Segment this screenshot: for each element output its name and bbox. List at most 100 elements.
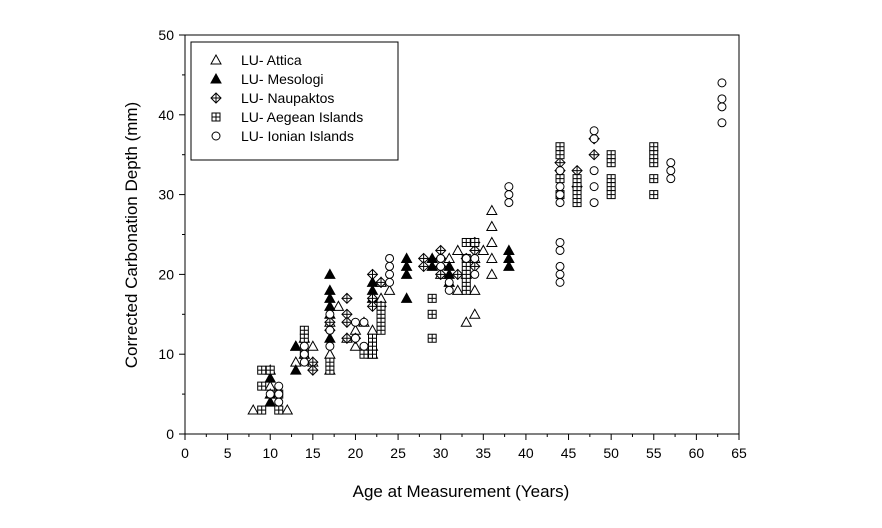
data-point xyxy=(427,309,437,319)
data-point xyxy=(717,94,727,104)
data-point xyxy=(257,365,267,375)
data-point xyxy=(325,325,335,335)
x-tick-label: 25 xyxy=(390,445,406,461)
data-point xyxy=(376,309,386,319)
data-point xyxy=(307,364,319,376)
data-point xyxy=(366,268,379,281)
legend: LU- Attica LU- Mesologi LU- Naupaktos LU- A… xyxy=(190,41,399,161)
x-tick-label: 50 xyxy=(603,445,619,461)
data-point xyxy=(385,261,395,271)
data-point xyxy=(451,284,464,295)
x-tick-label: 5 xyxy=(224,445,232,461)
legend-label: LU- Aegean Islands xyxy=(241,109,363,125)
data-point xyxy=(555,174,565,184)
data-point xyxy=(274,397,284,407)
data-point xyxy=(325,309,335,319)
data-point xyxy=(325,357,335,367)
data-point xyxy=(264,396,277,407)
x-tick-label: 60 xyxy=(689,445,705,461)
data-point xyxy=(717,102,727,112)
data-point xyxy=(257,405,267,415)
data-point xyxy=(555,150,565,160)
data-point xyxy=(376,317,386,327)
data-point xyxy=(589,134,599,144)
data-point xyxy=(274,389,284,399)
data-point xyxy=(503,260,515,271)
data-point xyxy=(555,269,565,279)
data-point xyxy=(555,166,565,176)
data-point xyxy=(436,261,446,271)
data-point xyxy=(289,340,302,351)
data-point xyxy=(436,253,446,263)
data-point xyxy=(444,285,454,295)
data-point xyxy=(555,245,565,255)
legend-marker xyxy=(210,53,222,65)
data-point xyxy=(504,190,514,200)
y-axis-title: Corrected Carbonation Depth (mm) xyxy=(122,102,141,368)
legend-marker xyxy=(210,72,222,84)
data-point xyxy=(485,204,498,216)
data-point xyxy=(299,333,309,343)
data-point xyxy=(555,198,565,208)
x-tick-label: 0 xyxy=(181,445,189,461)
data-point xyxy=(274,381,284,391)
data-point xyxy=(264,372,277,383)
data-point xyxy=(359,349,369,359)
data-point xyxy=(385,277,395,287)
data-point xyxy=(452,268,464,281)
legend-marker xyxy=(211,112,221,122)
legend-label: LU- Mesologi xyxy=(241,71,323,87)
data-point xyxy=(350,333,360,343)
data-point xyxy=(299,357,309,367)
data-point xyxy=(717,78,727,88)
data-point xyxy=(385,253,395,263)
legend-label: LU- Naupaktos xyxy=(241,90,334,106)
data-point xyxy=(649,174,659,184)
data-point xyxy=(427,333,437,343)
data-point xyxy=(588,148,600,161)
y-tick-label: 40 xyxy=(158,107,174,123)
data-point xyxy=(461,237,471,247)
data-point xyxy=(470,269,480,279)
x-tick-label: 20 xyxy=(348,445,364,461)
data-point xyxy=(350,317,360,327)
data-point xyxy=(368,341,378,351)
data-point xyxy=(589,198,599,208)
data-point xyxy=(606,182,616,192)
x-tick-label: 30 xyxy=(433,445,449,461)
y-tick-label: 20 xyxy=(158,266,174,282)
data-point xyxy=(265,389,275,399)
data-point xyxy=(717,118,727,128)
data-point xyxy=(306,340,319,351)
data-point xyxy=(606,150,616,160)
data-point xyxy=(332,300,345,311)
data-point xyxy=(555,277,565,287)
data-point xyxy=(606,190,616,200)
data-point xyxy=(666,158,676,168)
data-point xyxy=(324,268,336,279)
data-point xyxy=(649,190,659,200)
x-tick-label: 15 xyxy=(305,445,321,461)
y-tick-label: 10 xyxy=(158,346,174,362)
x-tick-label: 35 xyxy=(476,445,492,461)
y-tick-label: 0 xyxy=(166,426,174,442)
data-point xyxy=(606,158,616,168)
data-point xyxy=(555,237,565,247)
data-point xyxy=(485,252,498,263)
data-point xyxy=(572,174,582,184)
data-point xyxy=(359,341,369,351)
data-point xyxy=(485,268,498,279)
data-point xyxy=(400,268,413,279)
data-point xyxy=(554,156,566,169)
data-point xyxy=(461,285,471,295)
data-point xyxy=(299,341,309,351)
x-axis-title: Age at Measurement (Years) xyxy=(353,482,570,501)
data-point xyxy=(485,236,498,247)
legend-marker xyxy=(210,92,222,104)
data-point xyxy=(461,277,471,287)
series-4 xyxy=(257,142,659,415)
x-tick-label: 65 xyxy=(731,445,747,461)
data-point xyxy=(451,244,464,255)
data-point xyxy=(470,253,480,263)
